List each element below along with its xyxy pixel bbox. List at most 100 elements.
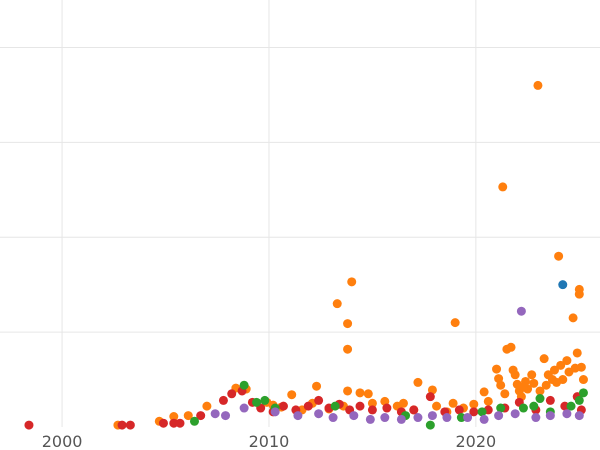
x-tick-label: 2000 (42, 432, 83, 450)
data-point (518, 382, 528, 392)
x-tick-labels: 2000 2010 2020 (42, 432, 497, 450)
data-point (221, 411, 231, 421)
data-point (343, 344, 353, 354)
data-point (355, 388, 365, 398)
data-point (396, 414, 406, 424)
data-point (314, 409, 324, 419)
data-point (539, 354, 549, 364)
data-point (529, 401, 539, 411)
data-point (398, 398, 408, 408)
data-point (477, 407, 487, 417)
data-point (367, 398, 377, 408)
data-point (260, 395, 270, 405)
data-point (175, 418, 185, 428)
data-point (510, 370, 520, 380)
data-point (227, 389, 237, 399)
data-point (494, 411, 504, 421)
data-point (562, 409, 572, 419)
data-point (527, 370, 537, 380)
data-point (218, 395, 228, 405)
data-point (463, 413, 473, 423)
data-point (355, 401, 365, 411)
data-point (535, 394, 545, 404)
data-point (189, 416, 199, 426)
data-point (562, 356, 572, 366)
data-point (287, 390, 297, 400)
series-0 (113, 80, 588, 430)
data-point (549, 365, 559, 375)
data-point (500, 389, 510, 399)
data-point (516, 306, 526, 316)
data-point (409, 405, 419, 415)
data-point (556, 360, 566, 370)
data-point (425, 420, 435, 430)
data-point (510, 409, 520, 419)
data-point (380, 413, 390, 423)
data-point (479, 414, 489, 424)
points-layer (24, 80, 588, 430)
data-point (432, 401, 442, 411)
data-point (578, 388, 588, 398)
data-point (469, 407, 479, 417)
series-3 (210, 306, 584, 424)
data-point (518, 403, 528, 413)
data-point (270, 407, 280, 417)
data-point (496, 380, 506, 390)
data-point (568, 313, 578, 323)
data-point (554, 251, 564, 261)
data-point (210, 409, 220, 419)
data-point (196, 411, 206, 421)
data-point (454, 405, 464, 415)
data-point (328, 413, 338, 423)
data-point (413, 377, 423, 387)
x-tick-label: 2010 (249, 432, 290, 450)
data-point (483, 396, 493, 406)
data-point (529, 378, 539, 388)
data-point (202, 401, 212, 411)
data-point (347, 277, 357, 287)
data-point (183, 411, 193, 421)
data-point (574, 284, 584, 294)
series-4 (558, 280, 568, 290)
data-point (558, 280, 568, 290)
data-point (448, 398, 458, 408)
data-point (469, 399, 479, 409)
data-point (332, 299, 342, 309)
data-point (541, 380, 551, 390)
data-point (239, 403, 249, 413)
data-point (24, 420, 34, 430)
x-tick-label: 2020 (456, 432, 497, 450)
data-point (442, 413, 452, 423)
data-point (382, 403, 392, 413)
data-point (278, 401, 288, 411)
data-point (566, 401, 576, 411)
data-point (312, 381, 322, 391)
data-point (578, 375, 588, 385)
data-point (574, 411, 584, 421)
data-point (125, 420, 135, 430)
data-point (496, 403, 506, 413)
data-point (531, 413, 541, 423)
data-point (533, 80, 543, 90)
data-point (492, 364, 502, 374)
data-point (450, 318, 460, 328)
data-point (303, 401, 313, 411)
data-point (498, 182, 508, 192)
data-point (479, 387, 489, 397)
series-2 (189, 380, 588, 430)
data-point (330, 401, 340, 411)
data-point (506, 342, 516, 352)
data-point (552, 377, 562, 387)
data-point (535, 386, 545, 396)
data-point (367, 405, 377, 415)
data-point (574, 395, 584, 405)
data-point (545, 411, 555, 421)
data-point (349, 411, 359, 421)
data-point (413, 413, 423, 423)
data-point (343, 386, 353, 396)
data-point (343, 319, 353, 329)
data-point (545, 395, 555, 405)
data-point (572, 348, 582, 358)
data-point (169, 412, 179, 422)
